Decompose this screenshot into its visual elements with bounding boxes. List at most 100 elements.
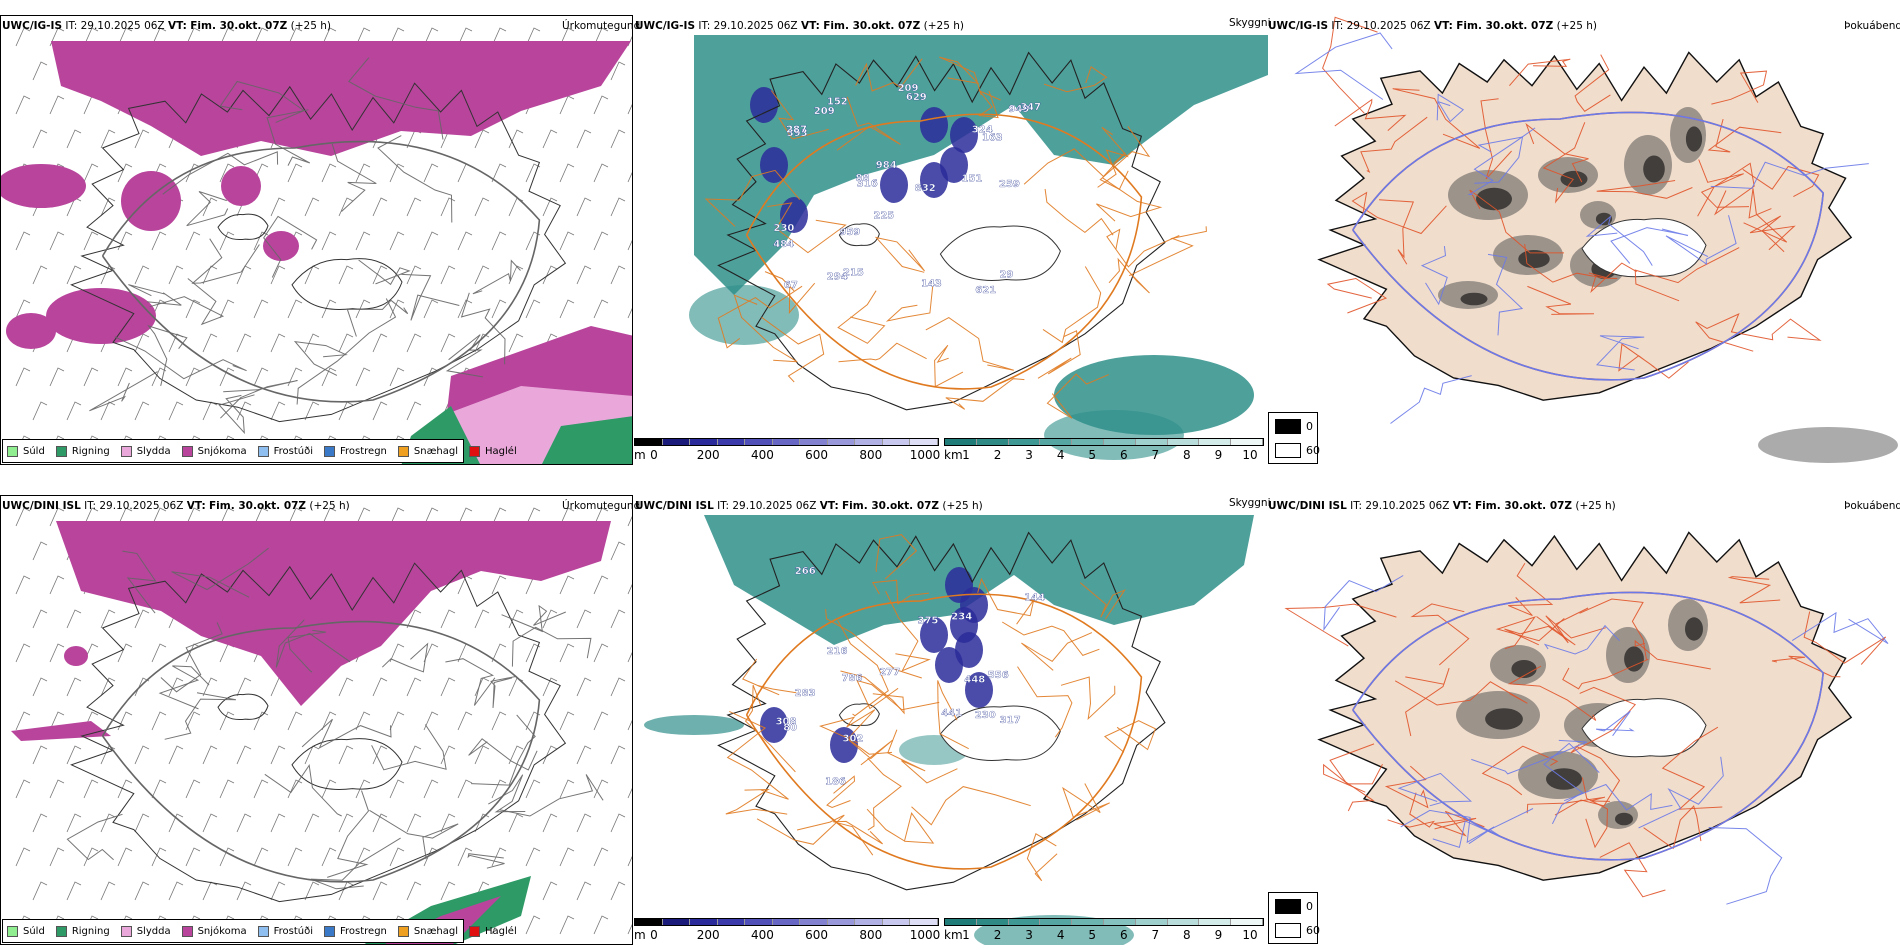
colorbar-tick: 9 — [1214, 448, 1223, 462]
wind-barb — [168, 333, 184, 353]
wind-barb — [559, 507, 575, 527]
wind-barb — [457, 507, 473, 527]
road-line — [1634, 247, 1740, 302]
wind-barb — [355, 507, 371, 527]
wind-barb — [151, 847, 167, 867]
fog-legend-row2: 0 60 — [1268, 892, 1320, 944]
wind-barb — [440, 745, 456, 765]
road-line — [348, 57, 444, 140]
colorbar-tick: 8 — [1183, 448, 1191, 462]
fog-variable-row2: Þokuábendi — [1844, 500, 1900, 512]
wind-barb — [83, 779, 99, 799]
wind-barb — [423, 847, 439, 867]
snow-region — [64, 646, 88, 666]
wind-barb — [627, 584, 632, 595]
road-line — [875, 534, 918, 580]
road-line — [171, 547, 269, 598]
wind-barb — [355, 367, 371, 387]
wind-barb — [219, 163, 235, 183]
road-line — [490, 675, 517, 708]
wind-barb — [134, 129, 150, 149]
legend-swatch — [181, 445, 193, 457]
precip-panel-row2: Súld Rigning Slydda Snjókoma Frostúði Frostre… — [0, 495, 633, 945]
road-line — [1507, 665, 1597, 721]
fog-shade-core — [1643, 155, 1665, 183]
visibility-value-label: 209 — [898, 83, 919, 94]
road-line — [186, 191, 229, 227]
road-line — [836, 96, 901, 151]
road-line — [1543, 624, 1620, 655]
wind-barb — [406, 609, 422, 629]
precip-legend-row1: Súld Rigning Slydda Snjókoma Frostúði Frostre… — [2, 439, 517, 463]
wind-barb — [32, 609, 48, 629]
wind-barb — [440, 197, 456, 217]
wind-barb — [32, 541, 48, 561]
wind-barb — [491, 507, 507, 527]
wind-barb — [15, 27, 31, 47]
road-line — [310, 837, 401, 890]
wind-barb — [117, 27, 133, 47]
wind-barb — [338, 881, 354, 901]
wind-barb — [117, 779, 133, 799]
wind-barb — [491, 163, 507, 183]
fog-legend-label: 0 — [1306, 900, 1313, 913]
wind-barb — [253, 779, 269, 799]
legend-swatch — [7, 925, 18, 937]
road-line — [147, 325, 188, 387]
wind-barb — [406, 881, 422, 901]
wind-barb — [559, 711, 575, 731]
road-line — [468, 738, 538, 771]
legend-label: Snjókoma — [197, 925, 247, 937]
wind-barb — [321, 507, 337, 527]
wind-barb — [610, 745, 626, 765]
road-line — [471, 714, 536, 786]
wind-barb — [593, 575, 609, 595]
wind-barb — [219, 507, 235, 527]
wind-barb — [168, 881, 184, 901]
wind-barb — [559, 575, 575, 595]
wind-barb — [593, 27, 609, 47]
wind-barb — [83, 367, 99, 387]
wind-barb — [610, 541, 626, 561]
wind-barb — [559, 95, 575, 115]
wind-barb — [304, 745, 320, 765]
wind-barb — [100, 197, 116, 217]
road-line — [1021, 632, 1093, 671]
elevation-patches — [750, 87, 978, 233]
wind-barb — [474, 745, 490, 765]
elevation-patches — [760, 567, 993, 763]
wind-barb — [457, 27, 473, 47]
wind-barb — [236, 333, 252, 353]
visibility-value-label: 67 — [784, 280, 798, 291]
wind-barb — [15, 847, 31, 867]
road-line — [89, 371, 158, 412]
wind-barb — [440, 609, 456, 629]
wind-barb — [406, 401, 422, 421]
wind-barb — [321, 27, 337, 47]
precip-variable-row1: Úrkomutegund — [562, 20, 641, 32]
road-line — [826, 775, 856, 809]
visibility-value-labels: 209 259 316 621 484 393 832 294 959 949 324 152 287 3… — [773, 83, 1041, 296]
colorbar-tick: 10 — [1242, 448, 1258, 462]
visibility-value-label: 621 — [975, 285, 996, 296]
ring-road — [101, 620, 541, 883]
fog-shade-core — [1460, 292, 1488, 306]
road-line — [1097, 126, 1129, 188]
fog-map-row2 — [1284, 531, 1889, 905]
wind-barb — [627, 172, 632, 183]
visibility-value-label: 316 — [857, 179, 878, 190]
wind-barb — [372, 745, 388, 765]
road-line — [1023, 148, 1126, 185]
elevation-patch — [750, 87, 778, 123]
snow-region — [263, 231, 299, 261]
road-line — [937, 680, 969, 750]
road-line — [874, 236, 926, 273]
road-line — [1017, 666, 1073, 738]
road-line — [293, 340, 348, 376]
road-line — [837, 290, 886, 344]
wind-barb — [406, 197, 422, 217]
wind-barb — [253, 299, 269, 319]
elevation-colorbar-row2: m 0 200 400 600 800 1000 — [634, 918, 940, 942]
fog-shade-core — [1560, 170, 1588, 188]
wind-barb — [219, 231, 235, 251]
